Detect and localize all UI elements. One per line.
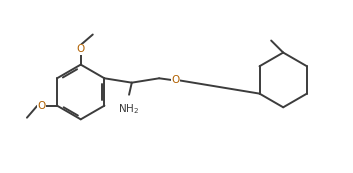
Text: NH$_2$: NH$_2$ [119, 102, 140, 116]
Text: O: O [77, 44, 85, 54]
Text: O: O [37, 101, 46, 111]
Text: O: O [172, 75, 180, 85]
